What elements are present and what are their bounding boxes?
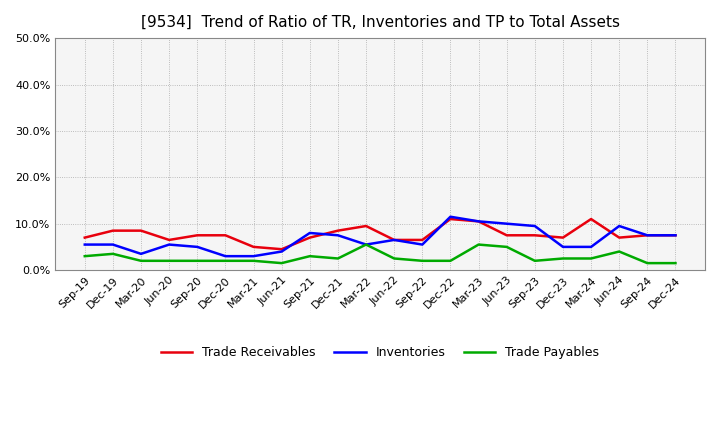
Inventories (333, 233, 342, 238)
Inventories (671, 233, 680, 238)
Trade Receivables (474, 219, 483, 224)
Inventories (474, 219, 483, 224)
Inventories (361, 242, 370, 247)
Trade Payables (643, 260, 652, 266)
Title: [9534]  Trend of Ratio of TR, Inventories and TP to Total Assets: [9534] Trend of Ratio of TR, Inventories… (140, 15, 620, 30)
Inventories (643, 233, 652, 238)
Trade Payables (165, 258, 174, 264)
Trade Receivables (531, 233, 539, 238)
Trade Payables (474, 242, 483, 247)
Trade Receivables (333, 228, 342, 233)
Trade Receivables (221, 233, 230, 238)
Trade Receivables (671, 233, 680, 238)
Trade Payables (361, 242, 370, 247)
Line: Inventories: Inventories (85, 217, 675, 256)
Line: Trade Payables: Trade Payables (85, 245, 675, 263)
Inventories (221, 253, 230, 259)
Trade Receivables (446, 216, 455, 222)
Trade Payables (615, 249, 624, 254)
Inventories (81, 242, 89, 247)
Inventories (165, 242, 174, 247)
Trade Payables (249, 258, 258, 264)
Trade Payables (503, 244, 511, 249)
Inventories (503, 221, 511, 226)
Trade Receivables (249, 244, 258, 249)
Trade Receivables (165, 237, 174, 242)
Trade Receivables (137, 228, 145, 233)
Inventories (137, 251, 145, 257)
Inventories (109, 242, 117, 247)
Trade Payables (81, 253, 89, 259)
Trade Payables (531, 258, 539, 264)
Trade Receivables (418, 237, 427, 242)
Inventories (305, 230, 314, 235)
Trade Receivables (361, 224, 370, 229)
Trade Receivables (559, 235, 567, 240)
Trade Payables (333, 256, 342, 261)
Trade Payables (305, 253, 314, 259)
Line: Trade Receivables: Trade Receivables (85, 219, 675, 249)
Trade Receivables (81, 235, 89, 240)
Inventories (277, 249, 286, 254)
Trade Payables (418, 258, 427, 264)
Trade Payables (671, 260, 680, 266)
Trade Payables (587, 256, 595, 261)
Trade Payables (446, 258, 455, 264)
Inventories (559, 244, 567, 249)
Trade Payables (109, 251, 117, 257)
Trade Payables (193, 258, 202, 264)
Trade Receivables (109, 228, 117, 233)
Trade Payables (137, 258, 145, 264)
Trade Receivables (587, 216, 595, 222)
Trade Receivables (390, 237, 398, 242)
Inventories (390, 237, 398, 242)
Trade Receivables (193, 233, 202, 238)
Inventories (249, 253, 258, 259)
Trade Receivables (503, 233, 511, 238)
Inventories (531, 224, 539, 229)
Legend: Trade Receivables, Inventories, Trade Payables: Trade Receivables, Inventories, Trade Pa… (156, 341, 604, 364)
Inventories (615, 224, 624, 229)
Trade Receivables (615, 235, 624, 240)
Inventories (193, 244, 202, 249)
Trade Receivables (643, 233, 652, 238)
Trade Payables (221, 258, 230, 264)
Trade Payables (390, 256, 398, 261)
Trade Receivables (277, 246, 286, 252)
Inventories (446, 214, 455, 220)
Trade Receivables (305, 235, 314, 240)
Inventories (418, 242, 427, 247)
Trade Payables (559, 256, 567, 261)
Inventories (587, 244, 595, 249)
Trade Payables (277, 260, 286, 266)
